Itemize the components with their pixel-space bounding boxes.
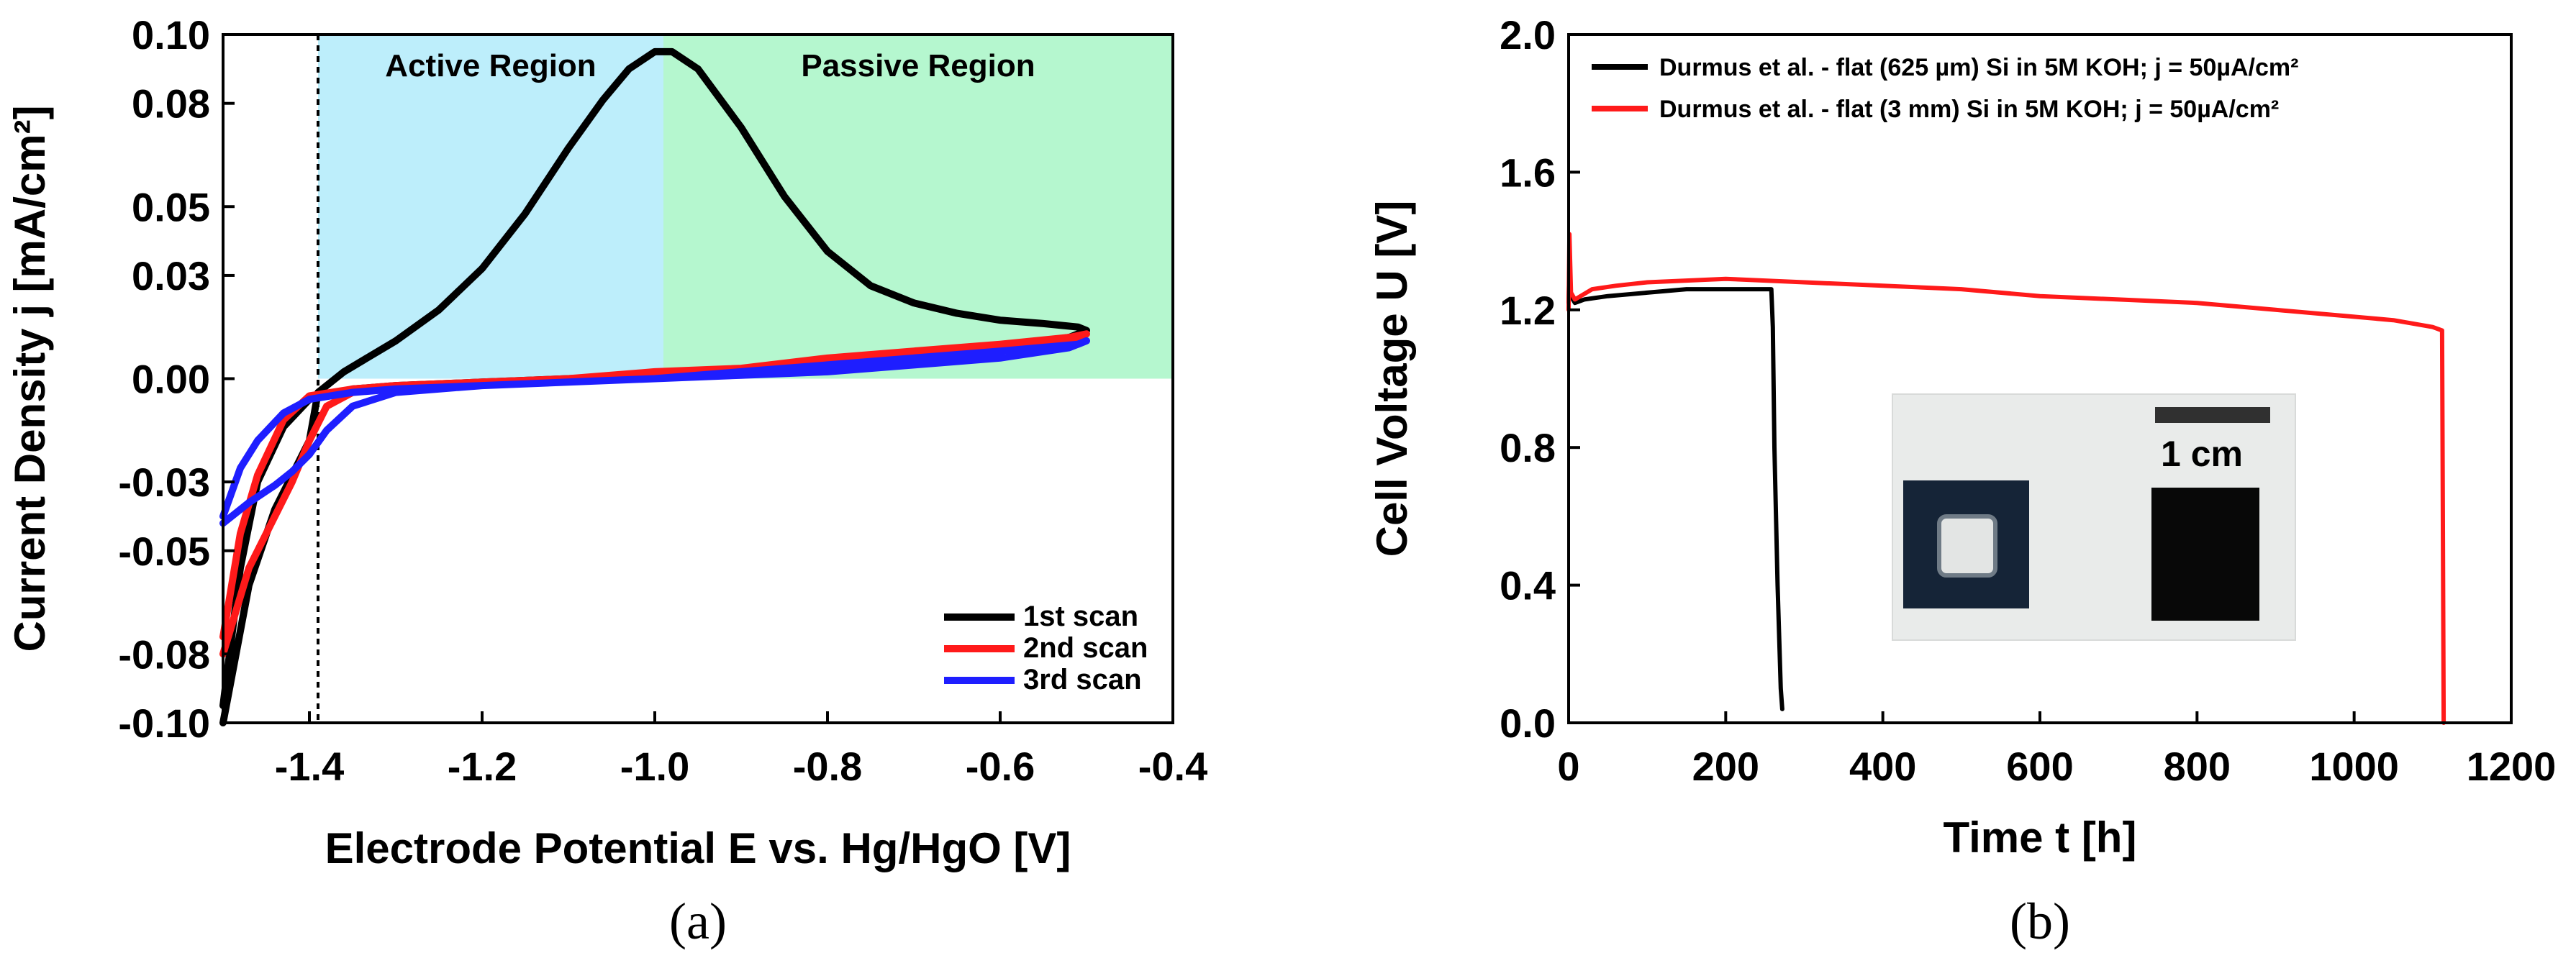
x-tick-label: 1000 <box>2309 744 2399 789</box>
panel-b: 1 cm 0 200 400 600 800 1000 1200 2.0 1.6 1.2 0.8 0… <box>1368 12 2556 950</box>
scale-bar-label: 1 cm <box>2161 434 2243 474</box>
x-tick-label: -0.8 <box>793 744 863 789</box>
y-tick-label: 0.8 <box>1500 425 1556 470</box>
y-axis-title: Current Density j [mA/cm²] <box>6 105 54 652</box>
x-axis-title: Electrode Potential E vs. Hg/HgO [V] <box>325 824 1071 872</box>
passive-region-label: Passive Region <box>801 48 1035 83</box>
sample-thin-wafer-window <box>1937 514 1997 578</box>
y-tick-label: 0.0 <box>1500 701 1556 746</box>
y-tick-label: -0.03 <box>118 460 210 505</box>
y-tick-label: 2.0 <box>1500 12 1556 58</box>
y-tick-label: 0.00 <box>132 357 210 402</box>
series-line-1 <box>1566 263 1784 711</box>
x-tick-label: 800 <box>2164 744 2231 789</box>
active-region-label: Active Region <box>385 48 596 83</box>
x-tick-label: 1200 <box>2467 744 2557 789</box>
x-tick-label: -1.4 <box>275 744 345 789</box>
legend-label-1: 1st scan <box>1023 601 1138 632</box>
panel-label: (a) <box>669 893 727 950</box>
y-tick-label: 0.4 <box>1500 563 1556 608</box>
x-tick-label: 200 <box>1692 744 1759 789</box>
scale-bar <box>2155 407 2270 423</box>
panel-label: (b) <box>2010 893 2070 950</box>
x-tick-label: 600 <box>2006 744 2073 789</box>
legend-label-3: 3rd scan <box>1023 664 1142 695</box>
passive-region-shade <box>663 35 1173 379</box>
x-tick-label: -1.0 <box>620 744 690 789</box>
x-tick-label: 400 <box>1849 744 1916 789</box>
y-tick-label: 0.08 <box>132 81 210 127</box>
y-tick-label: -0.08 <box>118 631 210 677</box>
y-tick-label: 0.05 <box>132 184 210 229</box>
y-tick-label: 0.03 <box>132 253 210 298</box>
x-tick-label: -0.6 <box>966 744 1035 789</box>
y-tick-label: -0.10 <box>118 701 210 746</box>
legend-label-1: Durmus et al. - flat (625 µm) Si in 5M K… <box>1659 54 2298 81</box>
panel-a: Active Region Passive Region -1.4 -1.2 -1.… <box>6 12 1207 950</box>
sample-thick-wafer <box>2151 488 2259 621</box>
x-tick-label: 0 <box>1557 744 1579 789</box>
x-tick-label: -1.2 <box>448 744 517 789</box>
inset-photo: 1 cm <box>1892 393 2296 641</box>
y-tick-label: 1.6 <box>1500 150 1556 195</box>
x-tick-label: -0.4 <box>1138 744 1208 789</box>
x-axis-title: Time t [h] <box>1944 813 2137 862</box>
y-tick-label: 1.2 <box>1500 288 1556 333</box>
y-axis-title: Cell Voltage U [V] <box>1368 201 1416 557</box>
series-line-3 <box>219 337 1090 527</box>
legend-label-2: Durmus et al. - flat (3 mm) Si in 5M KOH… <box>1659 96 2279 123</box>
y-tick-label: 0.10 <box>132 12 210 58</box>
y-tick-label: -0.05 <box>118 529 210 574</box>
series-line-2 <box>1566 232 2446 725</box>
legend: Durmus et al. - flat (625 µm) Si in 5M K… <box>1592 54 2298 123</box>
legend-label-2: 2nd scan <box>1023 632 1148 664</box>
